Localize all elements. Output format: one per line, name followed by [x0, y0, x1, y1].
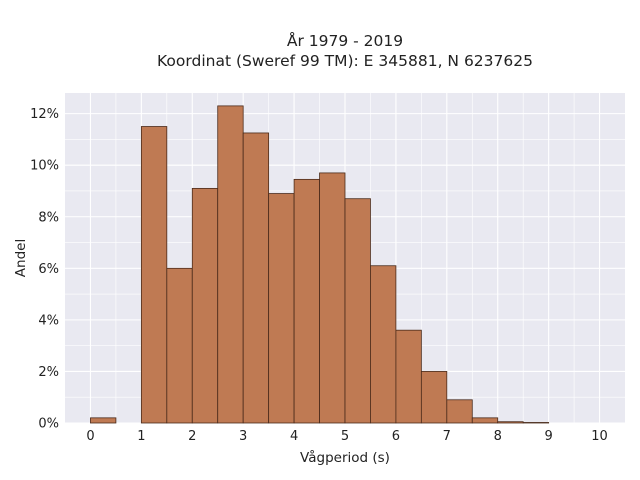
x-tick-label: 10	[591, 429, 608, 444]
y-tick-label: 10%	[30, 159, 59, 174]
y-tick-label: 4%	[38, 313, 59, 328]
x-axis-label: Vågperiod (s)	[300, 449, 390, 466]
histogram-bar	[191, 187, 219, 424]
histogram-bar	[293, 178, 320, 424]
x-tick-label: 4	[290, 429, 298, 444]
histogram-bar	[344, 198, 371, 424]
histogram-bar	[471, 417, 499, 424]
y-axis-ticks: 0% 2% 4% 6% 8% 10% 12%	[30, 107, 59, 431]
x-tick-label: 1	[137, 429, 145, 444]
bars	[90, 105, 550, 424]
x-tick-label: 2	[188, 429, 196, 444]
histogram-bar	[446, 399, 473, 424]
chart-title-line-2: Koordinat (Sweref 99 TM): E 345881, N 62…	[157, 52, 533, 70]
histogram-bar	[217, 105, 244, 424]
histogram-bar	[497, 421, 524, 424]
y-tick-label: 0%	[38, 417, 59, 432]
histogram-bar	[268, 193, 295, 424]
histogram-bar	[319, 172, 346, 424]
x-tick-label: 0	[86, 429, 94, 444]
x-tick-label: 6	[392, 429, 400, 444]
x-tick-label: 9	[544, 429, 552, 444]
histogram-bar	[242, 132, 270, 424]
histogram-bar	[522, 422, 550, 424]
histogram-bar	[90, 417, 117, 424]
x-tick-label: 3	[239, 429, 247, 444]
histogram-bar	[370, 265, 397, 424]
histogram-bar	[420, 371, 448, 424]
y-tick-label: 12%	[30, 107, 59, 122]
x-tick-label: 8	[494, 429, 502, 444]
histogram-bar	[395, 329, 422, 424]
x-axis-ticks: 0 1 2 3 4 5 6 7 8 9 10	[86, 429, 608, 444]
chart-title-line-1: År 1979 - 2019	[287, 31, 403, 50]
histogram-bar	[140, 126, 168, 424]
y-axis-label: Andel	[13, 239, 29, 277]
x-tick-label: 5	[341, 429, 349, 444]
x-tick-label: 7	[443, 429, 451, 444]
y-tick-label: 2%	[38, 365, 59, 380]
y-tick-label: 6%	[38, 262, 59, 277]
y-tick-label: 8%	[38, 210, 59, 225]
histogram-bar	[166, 267, 193, 424]
